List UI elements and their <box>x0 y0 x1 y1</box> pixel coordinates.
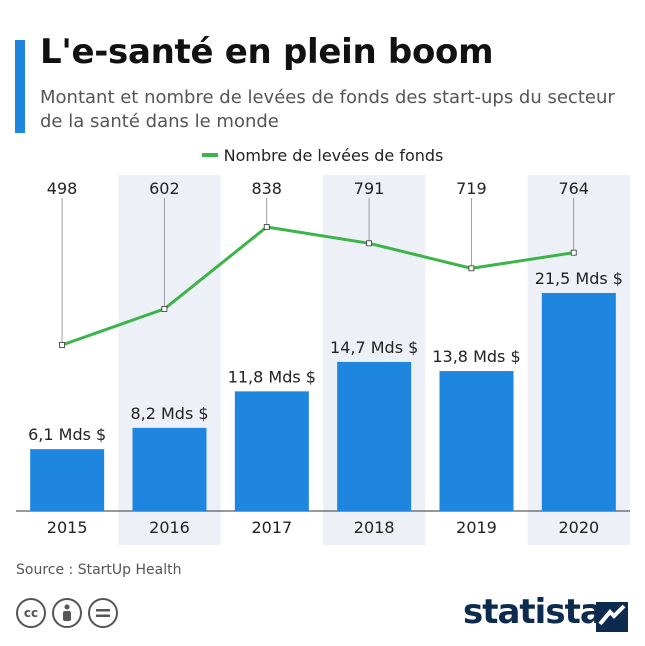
count-point-2019 <box>468 265 475 272</box>
bar-2017 <box>234 391 309 511</box>
count-label-2019: 719 <box>456 179 487 198</box>
license-icons: cc <box>16 598 118 628</box>
bar-label-2016: 8,2 Mds $ <box>130 404 208 423</box>
count-label-2020: 764 <box>558 179 589 198</box>
statista-logo-icon <box>596 602 628 632</box>
chart-title: L'e-santé en plein boom <box>40 32 494 72</box>
x-tick-2020: 2020 <box>558 518 599 537</box>
count-label-2018: 791 <box>354 179 385 198</box>
legend-line-swatch <box>201 152 218 157</box>
title-accent-bar <box>15 40 25 133</box>
count-label-2015: 498 <box>47 179 78 198</box>
x-tick-2019: 2019 <box>456 518 497 537</box>
source-text: Source : StartUp Health <box>16 562 182 578</box>
count-point-2020 <box>570 249 577 256</box>
nd-icon[interactable] <box>88 598 118 628</box>
bar-2015 <box>30 449 105 511</box>
x-tick-2015: 2015 <box>47 518 88 537</box>
count-point-2015 <box>59 342 65 348</box>
bar-label-2017: 11,8 Mds $ <box>228 367 316 386</box>
chart-subtitle: Montant et nombre de levées de fonds des… <box>40 87 615 132</box>
statista-logo[interactable]: statista <box>463 592 603 632</box>
bar-label-2015: 6,1 Mds $ <box>28 425 106 444</box>
bar-2019 <box>439 371 514 511</box>
bar-2020 <box>541 293 616 511</box>
legend: Nombre de levées de fonds <box>0 146 645 165</box>
bar-2018 <box>337 361 412 511</box>
x-tick-2018: 2018 <box>354 518 395 537</box>
bar-label-2018: 14,7 Mds $ <box>330 338 418 357</box>
count-line <box>61 225 574 347</box>
cc-icon[interactable]: cc <box>16 598 46 628</box>
x-tick-2017: 2017 <box>251 518 292 537</box>
bar-2016 <box>132 427 207 511</box>
count-label-2016: 602 <box>149 179 180 198</box>
count-point-2018 <box>366 240 372 247</box>
count-point-2017 <box>263 224 270 230</box>
bar-label-2019: 13,8 Mds $ <box>432 347 520 366</box>
by-icon[interactable] <box>52 598 82 628</box>
x-tick-2016: 2016 <box>149 518 190 537</box>
bar-label-2020: 21,5 Mds $ <box>535 269 623 288</box>
count-label-2017: 838 <box>251 179 282 198</box>
count-point-2016 <box>161 306 168 312</box>
legend-label: Nombre de levées de fonds <box>223 146 444 165</box>
